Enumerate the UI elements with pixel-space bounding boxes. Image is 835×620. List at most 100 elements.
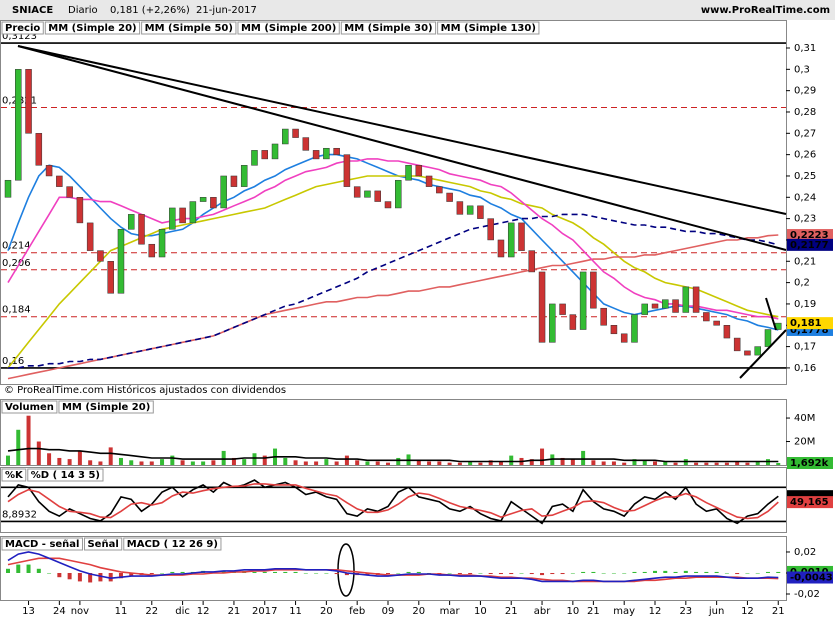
volume-bar bbox=[139, 461, 144, 465]
legend-box bbox=[237, 21, 340, 35]
x-tick-label: 2017 bbox=[252, 606, 277, 617]
volume-bar bbox=[57, 457, 62, 465]
candle-body bbox=[528, 250, 536, 273]
candle-body bbox=[538, 271, 546, 343]
legend-entry: Precio bbox=[5, 23, 40, 34]
histogram-bar bbox=[765, 571, 770, 573]
legend-box bbox=[27, 468, 104, 482]
histogram-bar bbox=[406, 571, 411, 573]
histogram-bar bbox=[314, 572, 319, 574]
series-line bbox=[7, 483, 779, 520]
value-tag bbox=[787, 229, 833, 242]
value-tag-label: 0,1778 bbox=[790, 325, 829, 336]
candle-body bbox=[302, 137, 310, 151]
volume-bar bbox=[6, 455, 10, 465]
series-line bbox=[7, 447, 779, 463]
histogram-bar bbox=[118, 572, 123, 579]
candle-body bbox=[15, 69, 22, 181]
series-line bbox=[7, 234, 779, 380]
x-tick-label: 20 bbox=[412, 606, 425, 617]
legend-box bbox=[1, 21, 44, 35]
value-tag-label: 0,2177 bbox=[790, 240, 829, 251]
stoch-frame bbox=[0, 467, 787, 533]
candle-body bbox=[641, 303, 648, 315]
volume-bar bbox=[653, 461, 658, 465]
histogram-bar bbox=[519, 572, 524, 574]
candle-body bbox=[456, 201, 464, 215]
candle-body bbox=[199, 197, 207, 202]
histogram-bar bbox=[180, 571, 185, 573]
series-line bbox=[8, 213, 779, 369]
level-label: 0,3123 bbox=[2, 31, 37, 42]
candle-body bbox=[631, 314, 638, 343]
histogram-bar bbox=[560, 572, 565, 575]
x-tick-label: abr bbox=[534, 606, 551, 617]
candle-body bbox=[179, 207, 186, 224]
histogram-bar bbox=[88, 572, 93, 583]
volume-bar bbox=[242, 459, 247, 465]
volume-bar bbox=[632, 459, 637, 465]
y-tick-label: 0,24 bbox=[794, 192, 816, 203]
histogram-bar bbox=[324, 572, 329, 574]
candle-body bbox=[107, 261, 114, 294]
candle-body bbox=[713, 320, 720, 326]
volume-bar bbox=[160, 459, 165, 465]
candle-body bbox=[518, 222, 525, 251]
legend-box bbox=[58, 400, 154, 414]
histogram-bar bbox=[396, 572, 401, 574]
histogram-bar bbox=[385, 572, 390, 575]
candle-body bbox=[672, 299, 679, 313]
candle-body bbox=[590, 271, 597, 309]
histogram-bar bbox=[36, 568, 41, 573]
legend-box bbox=[1, 468, 27, 482]
x-tick-label: 22 bbox=[145, 606, 158, 617]
value-tag bbox=[787, 571, 833, 584]
histogram-bar bbox=[663, 570, 668, 573]
value-tag-label: 49,165 bbox=[790, 497, 829, 508]
histogram-bar bbox=[129, 572, 134, 577]
y-tick-label: 0,17 bbox=[794, 342, 816, 353]
x-tick-label: 21 bbox=[772, 606, 785, 617]
value-tag-label: 1,692k bbox=[790, 458, 829, 469]
candle-body bbox=[610, 325, 618, 335]
volume-bar bbox=[303, 461, 308, 465]
histogram-bar bbox=[745, 572, 750, 574]
histogram-bar bbox=[416, 571, 421, 573]
candle-body bbox=[353, 186, 361, 198]
histogram-bar bbox=[735, 572, 740, 575]
trendline bbox=[17, 45, 787, 215]
value-tag-label: 0,181 bbox=[790, 318, 822, 329]
x-tick-label: 12 bbox=[741, 606, 754, 617]
candle-body bbox=[117, 229, 125, 294]
y-tick-label: 0,31 bbox=[794, 43, 816, 54]
candle-body bbox=[466, 205, 474, 215]
legend-box bbox=[1, 400, 58, 414]
histogram-bar bbox=[47, 572, 52, 574]
level-label: 0,206 bbox=[2, 258, 31, 269]
date: 21-jun-2017 bbox=[196, 5, 257, 16]
value-tag-label: -0,0043 bbox=[790, 573, 833, 584]
volume-bar bbox=[375, 461, 380, 465]
histogram-bar bbox=[488, 572, 493, 575]
histogram-bar bbox=[642, 571, 647, 573]
histogram-bar bbox=[653, 570, 658, 573]
volume-bar bbox=[190, 461, 195, 465]
candle-body bbox=[364, 190, 371, 198]
y-tick-label: 0,19 bbox=[794, 299, 816, 310]
histogram-bar bbox=[622, 572, 627, 574]
histogram-bar bbox=[540, 572, 545, 576]
histogram-bar bbox=[273, 571, 278, 573]
candle-body bbox=[384, 201, 392, 209]
histogram-bar bbox=[509, 572, 514, 575]
volume-bar bbox=[694, 462, 699, 465]
y-tick-label: 0,29 bbox=[794, 86, 816, 97]
legend-box bbox=[437, 21, 540, 35]
x-tick-label: 21 bbox=[505, 606, 518, 617]
volume-bar bbox=[26, 415, 31, 465]
histogram-bar bbox=[581, 571, 586, 573]
x-tick-label: 09 bbox=[382, 606, 395, 617]
trendline bbox=[739, 329, 787, 379]
x-tick-label: mar bbox=[440, 606, 461, 617]
histogram-bar bbox=[365, 572, 370, 576]
